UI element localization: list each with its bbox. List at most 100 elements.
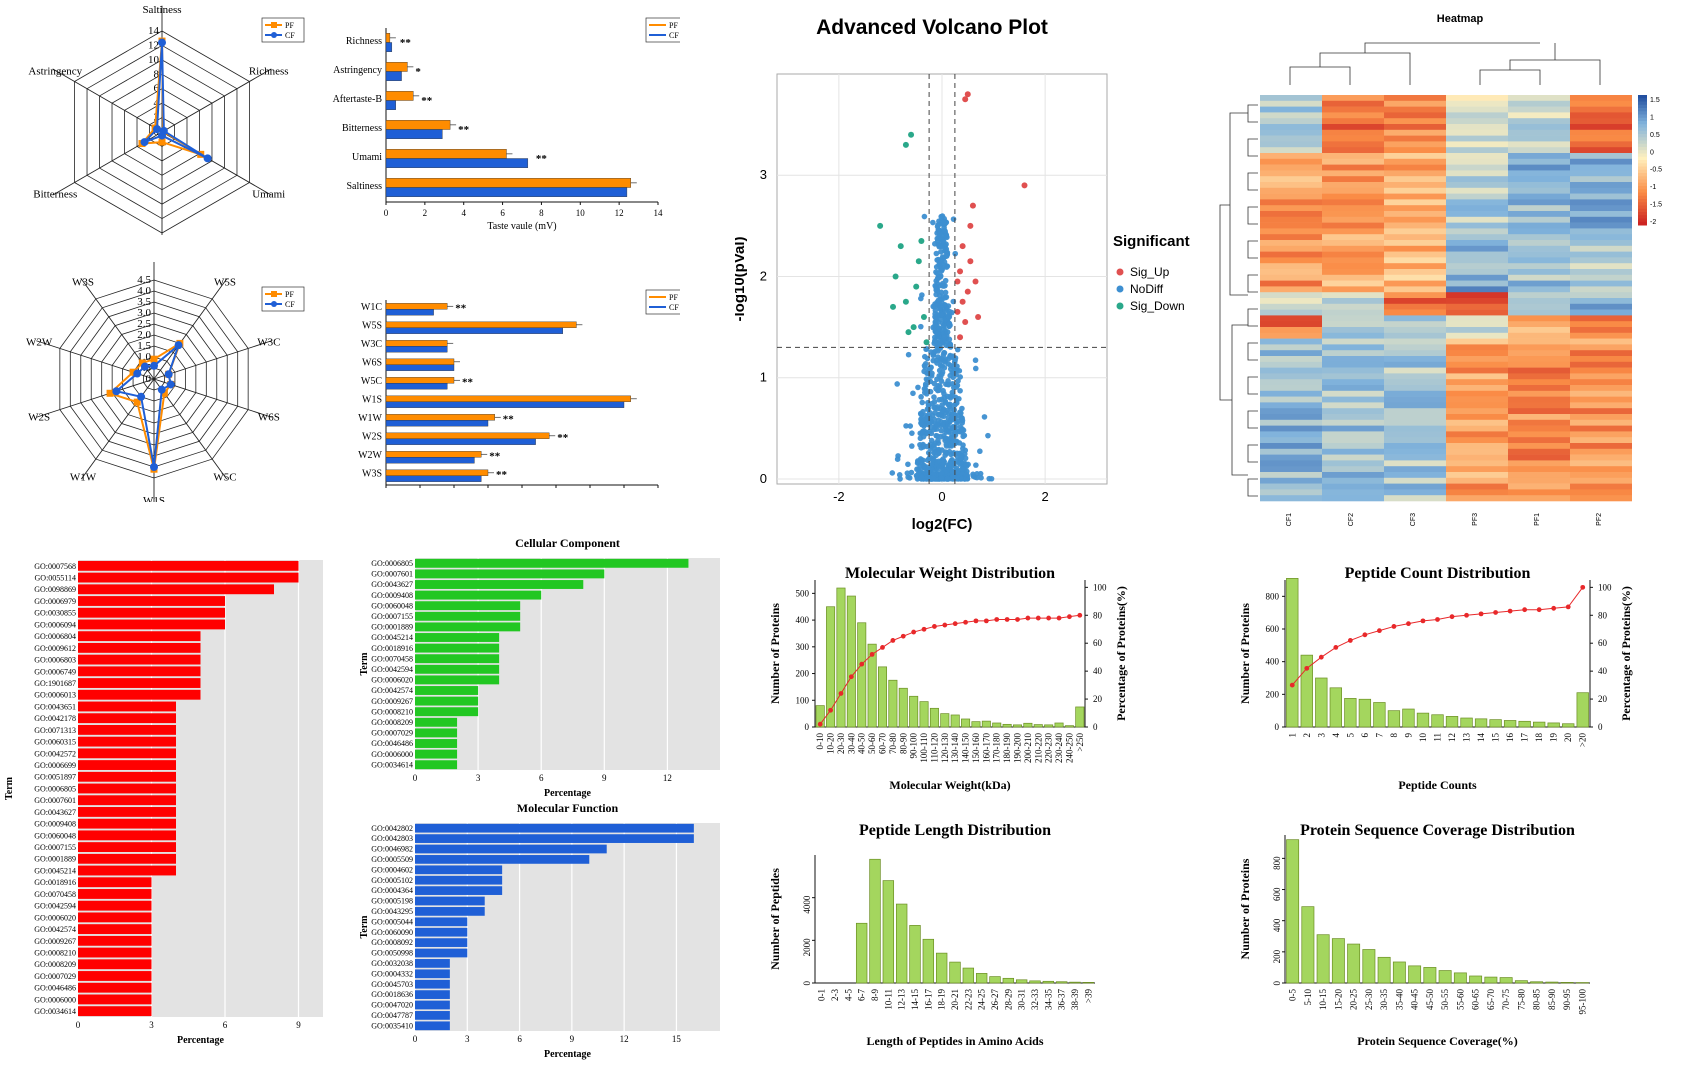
- heatmap-cell: [1322, 367, 1384, 374]
- dist-bar: [1392, 961, 1406, 984]
- dist-bar: [1423, 967, 1437, 984]
- heatmap-cell: [1570, 158, 1632, 165]
- heatmap-cell: [1260, 477, 1322, 484]
- nodiff-point: [921, 213, 928, 220]
- heatmap-cell: [1384, 170, 1446, 177]
- radar-point: [140, 138, 149, 147]
- heatmap-cell: [1446, 379, 1508, 386]
- nodiff-point: [931, 404, 937, 411]
- legend-label: Sig_Down: [1130, 299, 1185, 313]
- x-tick-label: 85-90: [1547, 989, 1557, 1010]
- bar-cf: [385, 346, 448, 353]
- radar-point: [133, 369, 142, 378]
- heatmap-cell: [1570, 332, 1632, 339]
- go-bar: [78, 619, 225, 630]
- y2-tick-label: 60: [1093, 638, 1103, 648]
- chart-title: Molecular Weight Distribution: [845, 565, 1055, 582]
- go-bar: [415, 917, 468, 927]
- colorbar-segment: [1638, 127, 1647, 132]
- heatmap-cell: [1322, 182, 1384, 189]
- go-term-label: GO:0060315: [34, 738, 76, 747]
- radar-point: [164, 370, 173, 379]
- heatmap-cell: [1508, 135, 1570, 142]
- heatmap-cell: [1570, 263, 1632, 270]
- bar-pf: [385, 62, 408, 72]
- go-bar: [415, 664, 500, 674]
- go-bar: [415, 875, 503, 885]
- x-tick-label: 3: [149, 1020, 154, 1030]
- sig-up-point: [967, 258, 974, 265]
- nodiff-point: [926, 367, 932, 374]
- nodiff-point: [956, 440, 963, 446]
- x-tick-label: 3: [1316, 733, 1326, 738]
- y2-tick-label: 20: [1598, 694, 1608, 704]
- heatmap-cell: [1260, 129, 1322, 136]
- go-bar: [415, 611, 521, 621]
- cumulative-point: [1565, 604, 1571, 610]
- heatmap-cell: [1446, 338, 1508, 345]
- radar-axis-label: W5C: [213, 472, 236, 484]
- heatmap-cell: [1322, 414, 1384, 421]
- y-tick-label: 0: [1272, 981, 1282, 986]
- y-tick-label: 4000: [802, 895, 812, 914]
- nodiff-point: [944, 263, 951, 270]
- bar-cf: [385, 71, 402, 81]
- pc-dist-chart: Peptide Count Distribution02004006008001…: [1238, 565, 1633, 792]
- nodiff-point: [950, 473, 956, 479]
- dist-bar: [1316, 934, 1330, 984]
- heatmap-cell: [1260, 228, 1322, 235]
- nodiff-point: [918, 419, 925, 425]
- y-axis-title: Term: [359, 915, 370, 939]
- heatmap-cell: [1446, 228, 1508, 235]
- go-term-label: GO:0006979: [34, 597, 76, 606]
- dist-bar: [1460, 717, 1473, 728]
- go-bar: [415, 675, 500, 685]
- go-bar: [78, 853, 176, 864]
- dist-bar: [846, 595, 856, 728]
- heatmap-cell: [1322, 164, 1384, 171]
- heatmap-cell: [1260, 164, 1322, 171]
- x-tick-label: 8: [1389, 733, 1399, 738]
- category-label: Aftertaste-B: [333, 94, 383, 105]
- bar-cf: [385, 309, 434, 316]
- heatmap-cell: [1446, 269, 1508, 276]
- heatmap-cell: [1384, 205, 1446, 212]
- go-term-label: GO:0046486: [34, 984, 76, 993]
- radar-point: [140, 362, 149, 371]
- nodiff-point: [943, 443, 950, 449]
- heatmap-cell: [1260, 216, 1322, 223]
- heatmap-cell: [1446, 112, 1508, 119]
- y-tick-label: 2: [760, 268, 767, 283]
- colorbar-segment: [1638, 182, 1647, 187]
- heatmap-cell: [1322, 263, 1384, 270]
- heatmap-cell: [1260, 112, 1322, 119]
- heatmap-cell: [1570, 199, 1632, 206]
- heatmap-cell: [1260, 332, 1322, 339]
- heatmap-cell: [1508, 385, 1570, 392]
- go-bar: [415, 739, 458, 748]
- heatmap-cell: [1384, 100, 1446, 107]
- y-tick-label: 300: [796, 642, 810, 652]
- dist-bar: [971, 721, 981, 728]
- nodiff-point: [921, 443, 927, 449]
- heatmap-cell: [1570, 292, 1632, 299]
- heatmap-cell: [1260, 454, 1322, 461]
- heatmap-cell: [1322, 402, 1384, 409]
- category-label: Astringency: [333, 65, 382, 76]
- x-tick-label: 180-190: [1002, 733, 1012, 763]
- cumulative-point: [900, 633, 906, 639]
- heatmap-cell: [1322, 251, 1384, 258]
- heatmap-cell: [1446, 477, 1508, 484]
- nodiff-point: [946, 308, 953, 315]
- go-term-label: GO:0007568: [34, 562, 76, 571]
- heatmap-cell: [1508, 147, 1570, 154]
- cumulative-point: [1377, 628, 1382, 634]
- radar-tick-label: 4.5: [137, 274, 151, 286]
- radar-tick-label: 6: [154, 83, 160, 95]
- radar-tick-label: 8: [154, 68, 160, 80]
- bar-pf: [385, 377, 455, 384]
- radar-tick-label: 14: [148, 25, 160, 37]
- x-tick-label: 22-23: [963, 989, 973, 1010]
- heatmap-cell: [1508, 240, 1570, 247]
- x-tick-label: 75-80: [1516, 989, 1526, 1010]
